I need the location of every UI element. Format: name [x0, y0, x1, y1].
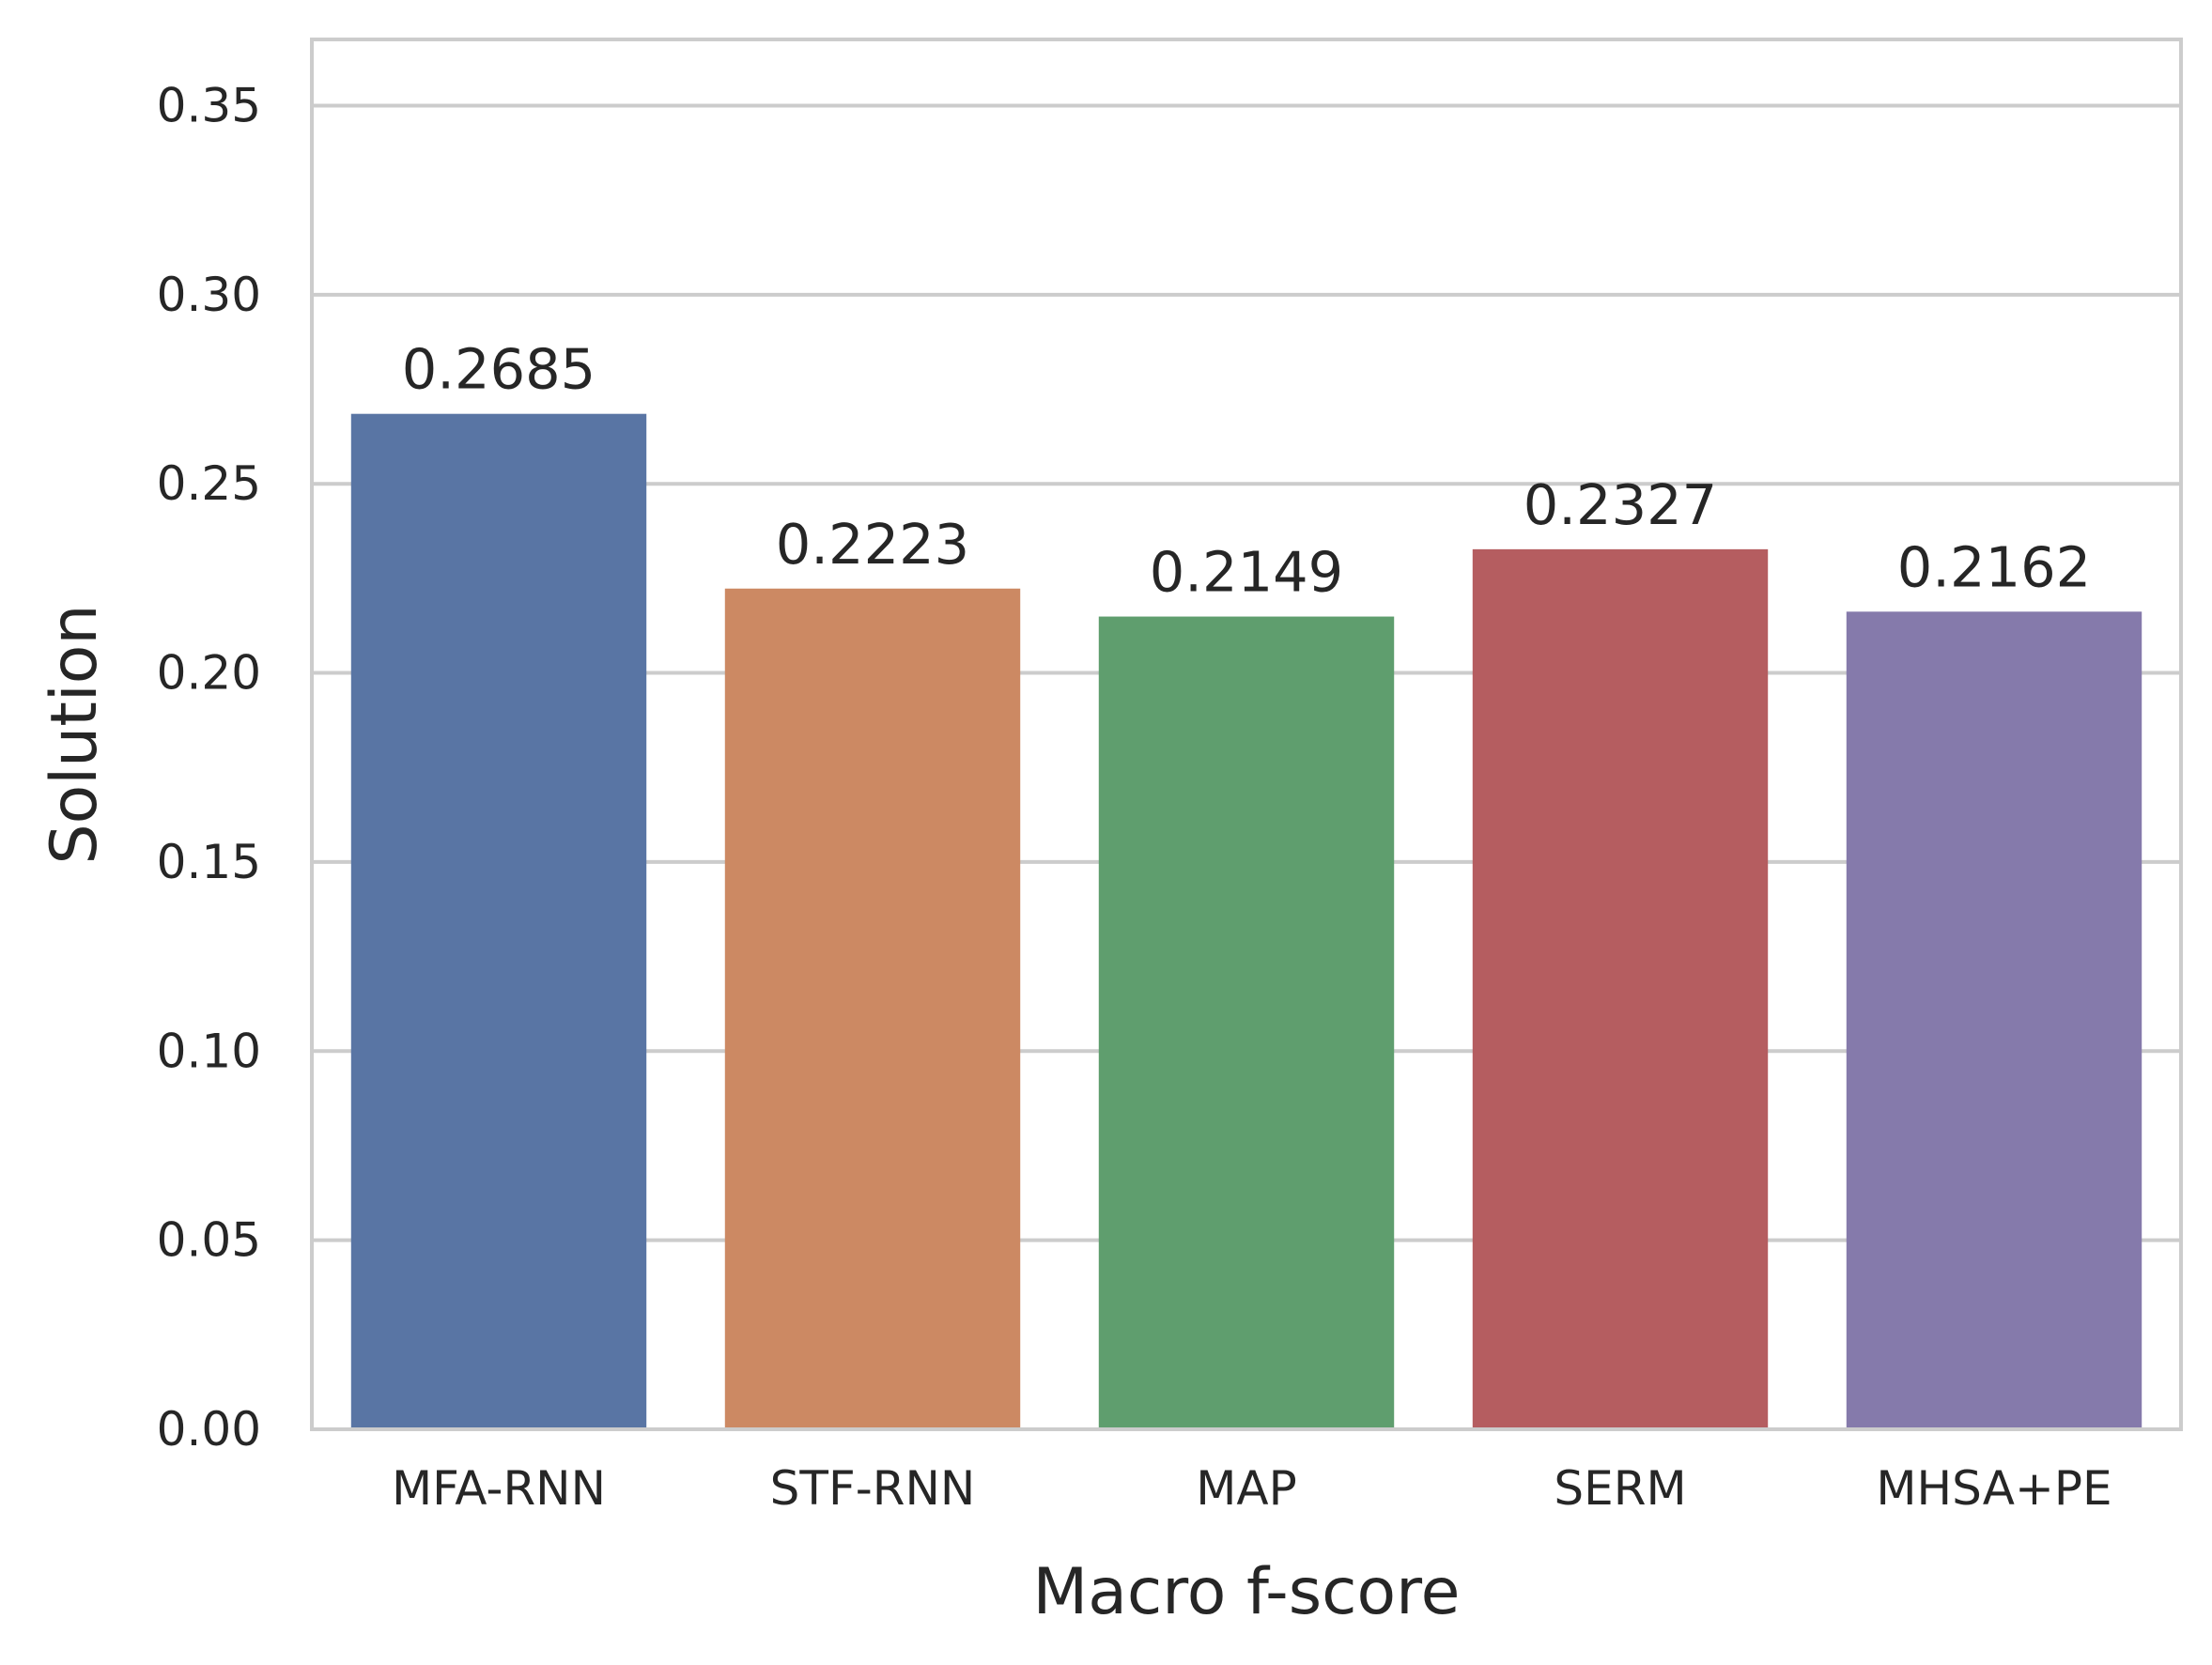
y-axis-title: Solution: [38, 604, 112, 864]
y-tick-label: 0.00: [157, 1402, 261, 1457]
x-tick-label: STF-RNN: [770, 1461, 976, 1516]
x-axis-title: Macro f-score: [1033, 1555, 1461, 1629]
y-tick-label: 0.25: [157, 456, 261, 511]
x-tick-label: MHSA+PE: [1876, 1461, 2111, 1516]
bar: [350, 413, 647, 1430]
plot-frame: [310, 38, 2183, 1431]
x-tick-labels: MFA-RNN STF-RNN MAP SERM MHSA+PE: [392, 1461, 2112, 1516]
bar: [1846, 611, 2142, 1429]
x-tick-label: SERM: [1554, 1461, 1686, 1516]
x-tick-label: MFA-RNN: [392, 1461, 606, 1516]
bar: [724, 588, 1021, 1429]
y-tick-label: 0.20: [157, 646, 261, 701]
bar: [1472, 548, 1769, 1429]
bars: [350, 413, 2142, 1430]
bar-value-labels: 0.2685 0.2223 0.2149 0.2327 0.2162: [402, 337, 2091, 605]
x-tick-label: MAP: [1196, 1461, 1297, 1516]
y-tick-label: 0.35: [157, 78, 261, 132]
bar-value-label: 0.2327: [1524, 472, 1717, 537]
y-tick-label: 0.30: [157, 268, 261, 322]
bar-value-label: 0.2685: [402, 337, 596, 402]
y-tick-label: 0.15: [157, 835, 261, 889]
bar-value-label: 0.2162: [1897, 534, 2091, 599]
y-tick-label: 0.10: [157, 1024, 261, 1078]
bar-value-label: 0.2149: [1150, 540, 1343, 605]
y-tick-label: 0.05: [157, 1213, 261, 1268]
y-tick-labels: 0.00 0.05 0.10 0.15 0.20 0.25 0.30 0.35: [157, 78, 261, 1457]
bar-value-label: 0.2223: [776, 512, 969, 577]
bar: [1098, 616, 1395, 1429]
